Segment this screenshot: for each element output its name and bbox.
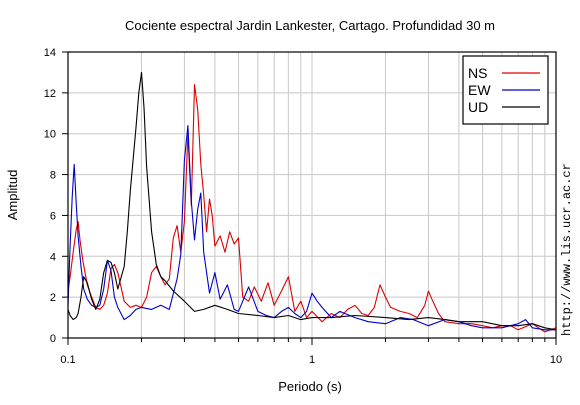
source-watermark: http://www.lis.ucr.ac.cr: [560, 163, 574, 336]
x-axis-title: Periodo (s): [278, 379, 342, 394]
y-tick-label: 2: [50, 292, 56, 304]
y-tick-label: 4: [50, 251, 56, 263]
series-line-ud: [67, 71, 557, 331]
x-axis-ticks: 0.1 1 10: [60, 338, 562, 366]
chart-title: Cociente espectral Jardin Lankester, Car…: [125, 18, 495, 33]
series-line-ew: [67, 124, 556, 331]
data-curves: [67, 71, 557, 333]
y-tick-label: 10: [44, 129, 56, 141]
x-tick-label: 1: [309, 354, 315, 366]
legend-label-ew: EW: [468, 82, 491, 98]
y-tick-label: 8: [50, 170, 56, 182]
grid-lines: [67, 51, 556, 339]
series-line-ns: [67, 84, 557, 333]
x-tick-label: 10: [550, 354, 562, 366]
y-tick-label: 6: [50, 210, 56, 222]
y-tick-label: 12: [44, 88, 56, 100]
legend-label-ud: UD: [468, 99, 488, 115]
x-tick-label: 0.1: [60, 354, 75, 366]
y-axis-ticks: 0 2 4 6 8 10 12 14: [44, 47, 68, 345]
y-axis-title: Amplitud: [5, 170, 20, 221]
y-tick-label: 0: [50, 333, 56, 345]
legend-label-ns: NS: [468, 65, 487, 81]
y-tick-label: 14: [44, 47, 56, 59]
